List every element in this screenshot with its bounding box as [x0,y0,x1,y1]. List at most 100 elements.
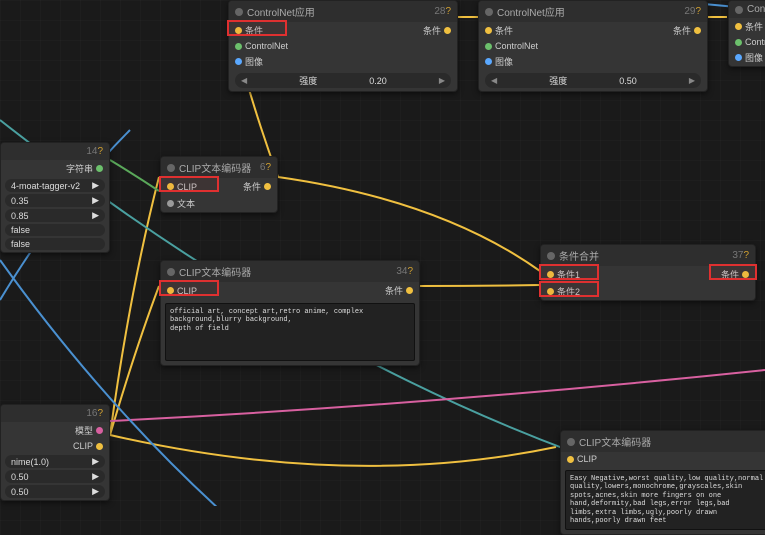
input-label: 条件 [495,24,513,37]
play-icon[interactable]: ▶ [92,456,99,467]
play-icon[interactable]: ▶ [92,210,99,221]
port-row: 条件 条件 [229,22,457,39]
param-field[interactable]: 0.85▶ [5,209,105,222]
collapse-dot-icon[interactable] [547,252,555,260]
collapse-dot-icon[interactable] [235,8,243,16]
output-port[interactable] [96,165,103,172]
node-merge[interactable]: 条件合并37?条件1条件条件2 [540,244,756,301]
input-port[interactable] [547,288,554,295]
node-header[interactable]: 16? [1,405,109,422]
input-port[interactable] [167,200,174,207]
output-port[interactable] [96,443,103,450]
param-value: 4-moat-tagger-v2 [11,181,80,191]
input-port[interactable] [547,271,554,278]
prompt-textarea[interactable]: official art, concept art,retro anime, c… [165,303,415,361]
wire [278,177,540,271]
output-port[interactable] [96,427,103,434]
param-field[interactable]: 0.50▶ [5,470,105,483]
wire [110,370,765,421]
collapse-dot-icon[interactable] [735,6,743,14]
param-field[interactable]: nime(1.0) ▶ [5,455,105,468]
input-port[interactable] [567,456,574,463]
collapse-dot-icon[interactable] [567,438,575,446]
node-id: 37? [732,250,749,261]
node-cn1[interactable]: ControlNet应用28? 条件 条件 ControlNet 图像 ◀强度0.20▶ [228,0,458,92]
collapse-dot-icon[interactable] [485,8,493,16]
node-header[interactable]: 14? [1,143,109,160]
input-port[interactable] [235,43,242,50]
output-port[interactable] [694,27,701,34]
strength-slider[interactable]: ◀强度0.50▶ [485,73,701,88]
play-icon[interactable]: ▶ [92,486,99,497]
param-value: nime(1.0) [11,457,49,467]
node-id: 6? [260,162,271,173]
output-port[interactable] [444,27,451,34]
wire [110,177,159,435]
param-field[interactable]: false [5,224,105,236]
input-port[interactable] [735,23,742,30]
node-leftA[interactable]: 14?字符串4-moat-tagger-v2▶0.35▶0.85▶falsefa… [0,142,110,253]
port-row: 条件 [729,18,765,35]
node-header[interactable]: ControlNet应用28? [229,1,457,22]
port-row: 条件2 [541,283,755,300]
input-port[interactable] [485,43,492,50]
input-port[interactable] [735,54,742,61]
port-row: ControlNet [229,39,457,53]
node-header[interactable]: CLIP文本编码器34? [161,261,419,282]
output-label: 条件 [423,24,441,37]
port-row: 图像 [729,49,765,66]
node-id: 28? [434,6,451,17]
node-header[interactable]: CLIP文本编码器6? [161,157,277,178]
node-cn3[interactable]: Control 条件ControlNet 图像 [728,0,765,67]
chevron-left-icon[interactable]: ◀ [491,76,497,85]
param-field[interactable]: false [5,238,105,250]
input-label: 图像 [745,51,763,64]
param-value: false [11,225,30,235]
port-row: 条件条件 [479,22,707,39]
collapse-dot-icon[interactable] [167,164,175,172]
node-header[interactable]: ControlNet应用29? [479,1,707,22]
output-port[interactable] [742,271,749,278]
param-field[interactable]: 0.35▶ [5,194,105,207]
input-port[interactable] [485,27,492,34]
node-header[interactable]: CLIP文本编码器 [561,431,765,452]
input-label: 条件 [245,24,263,37]
node-header[interactable]: Control [729,1,765,18]
node-id: 34? [396,266,413,277]
node-clip1[interactable]: CLIP文本编码器6?CLIP条件文本 [160,156,278,213]
chevron-right-icon[interactable]: ▶ [439,76,445,85]
node-clip2[interactable]: CLIP文本编码器34?CLIP条件official art, concept … [160,260,420,366]
output-label: CLIP [73,441,93,451]
input-port[interactable] [485,58,492,65]
input-label: CLIP [177,286,197,296]
port-row: 文本 [161,195,277,212]
port-row: 图像 [229,53,457,70]
node-leftB[interactable]: 16?模型CLIPnime(1.0)▶0.50▶0.50▶ [0,404,110,501]
port-row: 模型 [1,422,109,439]
input-port[interactable] [235,58,242,65]
strength-slider[interactable]: ◀强度0.20▶ [235,73,451,88]
input-label: 图像 [245,55,263,68]
play-icon[interactable]: ▶ [92,180,99,191]
node-cn2[interactable]: ControlNet应用29?条件条件ControlNet图像◀强度0.50▶ [478,0,708,92]
input-port[interactable] [167,287,174,294]
output-port[interactable] [264,183,271,190]
prompt-textarea[interactable]: Easy Negative,worst quality,low quality,… [565,470,765,530]
input-port[interactable] [167,183,174,190]
node-clip3[interactable]: CLIP文本编码器CLIPEasy Negative,worst quality… [560,430,765,535]
chevron-right-icon[interactable]: ▶ [689,76,695,85]
chevron-left-icon[interactable]: ◀ [241,76,247,85]
play-icon[interactable]: ▶ [92,195,99,206]
node-title: Control [747,4,765,15]
input-label: 条件1 [557,268,580,281]
input-port[interactable] [235,27,242,34]
node-header[interactable]: 条件合并37? [541,245,755,266]
collapse-dot-icon[interactable] [167,268,175,276]
output-port[interactable] [406,287,413,294]
port-row: ControlNet [729,35,765,49]
input-port[interactable] [735,39,742,46]
input-label: ControlNet [245,41,288,51]
param-field[interactable]: 4-moat-tagger-v2 ▶ [5,179,105,192]
play-icon[interactable]: ▶ [92,471,99,482]
param-field[interactable]: 0.50▶ [5,485,105,498]
